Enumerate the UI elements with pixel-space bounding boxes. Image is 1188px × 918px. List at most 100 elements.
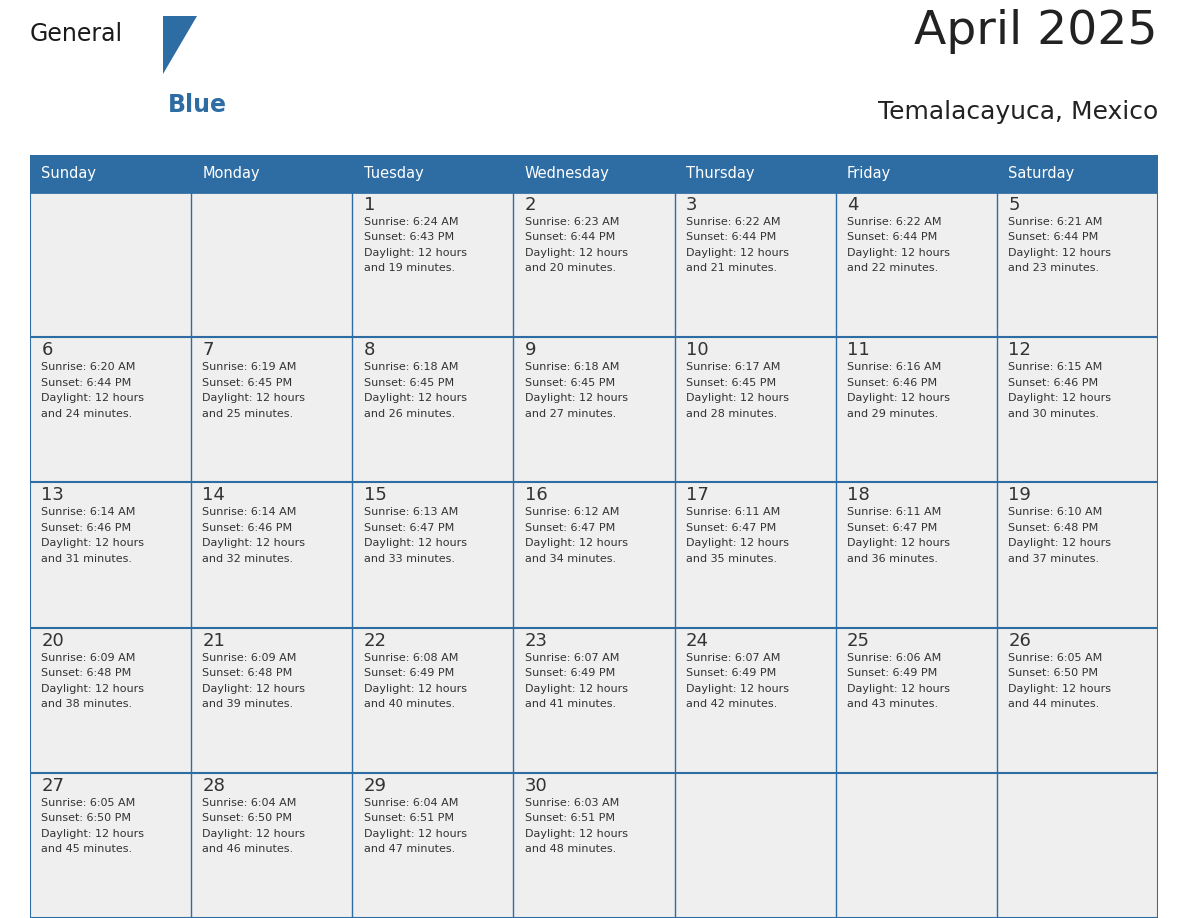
Text: 5: 5 [1009,196,1019,214]
Text: Daylight: 12 hours: Daylight: 12 hours [42,538,144,548]
Text: Sunset: 6:45 PM: Sunset: 6:45 PM [364,377,454,387]
Text: and 22 minutes.: and 22 minutes. [847,263,939,274]
Text: Daylight: 12 hours: Daylight: 12 hours [847,248,950,258]
Text: 12: 12 [1009,341,1031,359]
Text: and 48 minutes.: and 48 minutes. [525,845,615,855]
Text: Daylight: 12 hours: Daylight: 12 hours [525,393,627,403]
Text: and 35 minutes.: and 35 minutes. [685,554,777,564]
Text: Sunrise: 6:18 AM: Sunrise: 6:18 AM [525,363,619,372]
Text: Daylight: 12 hours: Daylight: 12 hours [42,393,144,403]
Text: and 37 minutes.: and 37 minutes. [1009,554,1099,564]
Text: and 20 minutes.: and 20 minutes. [525,263,615,274]
Bar [353,628,513,773]
Text: Daylight: 12 hours: Daylight: 12 hours [202,829,305,839]
Bar [835,628,997,773]
Text: Sunset: 6:46 PM: Sunset: 6:46 PM [202,523,292,533]
Text: Sunset: 6:49 PM: Sunset: 6:49 PM [364,668,454,678]
Text: and 27 minutes.: and 27 minutes. [525,409,615,419]
Text: Sunrise: 6:23 AM: Sunrise: 6:23 AM [525,217,619,227]
Bar [513,482,675,628]
Text: 3: 3 [685,196,697,214]
Text: and 29 minutes.: and 29 minutes. [847,409,939,419]
Text: and 33 minutes.: and 33 minutes. [364,554,455,564]
Text: 10: 10 [685,341,708,359]
Text: Sunset: 6:45 PM: Sunset: 6:45 PM [525,377,615,387]
Text: 7: 7 [202,341,214,359]
Text: 25: 25 [847,632,870,650]
Text: Daylight: 12 hours: Daylight: 12 hours [202,538,305,548]
Bar [191,155,353,192]
Text: 19: 19 [1009,487,1031,504]
Text: Daylight: 12 hours: Daylight: 12 hours [1009,684,1111,694]
Text: Daylight: 12 hours: Daylight: 12 hours [525,684,627,694]
Text: Sunset: 6:47 PM: Sunset: 6:47 PM [364,523,454,533]
Text: Sunrise: 6:14 AM: Sunrise: 6:14 AM [42,508,135,518]
Bar [191,337,353,482]
Text: 15: 15 [364,487,386,504]
Bar [353,155,513,192]
Text: Daylight: 12 hours: Daylight: 12 hours [525,829,627,839]
Bar [675,192,835,337]
Text: Sunday: Sunday [42,166,96,181]
Bar [513,773,675,918]
Text: and 21 minutes.: and 21 minutes. [685,263,777,274]
Text: Sunset: 6:50 PM: Sunset: 6:50 PM [1009,668,1098,678]
Text: 2: 2 [525,196,536,214]
Text: Daylight: 12 hours: Daylight: 12 hours [42,829,144,839]
Text: Sunrise: 6:08 AM: Sunrise: 6:08 AM [364,653,457,663]
Bar [997,482,1158,628]
Text: and 40 minutes.: and 40 minutes. [364,700,455,709]
Text: Sunrise: 6:13 AM: Sunrise: 6:13 AM [364,508,457,518]
Text: and 39 minutes.: and 39 minutes. [202,700,293,709]
Text: Sunset: 6:46 PM: Sunset: 6:46 PM [1009,377,1098,387]
Text: Sunset: 6:46 PM: Sunset: 6:46 PM [847,377,937,387]
Bar [835,192,997,337]
Bar [997,192,1158,337]
Text: and 42 minutes.: and 42 minutes. [685,700,777,709]
Text: and 36 minutes.: and 36 minutes. [847,554,939,564]
Text: 6: 6 [42,341,52,359]
Bar [30,628,191,773]
Text: Sunset: 6:49 PM: Sunset: 6:49 PM [685,668,776,678]
Text: Daylight: 12 hours: Daylight: 12 hours [847,684,950,694]
Text: Sunrise: 6:22 AM: Sunrise: 6:22 AM [847,217,942,227]
Text: Sunset: 6:48 PM: Sunset: 6:48 PM [202,668,292,678]
Bar [835,773,997,918]
Text: Sunset: 6:44 PM: Sunset: 6:44 PM [525,232,615,242]
Bar [675,482,835,628]
Text: Daylight: 12 hours: Daylight: 12 hours [364,684,467,694]
Text: Daylight: 12 hours: Daylight: 12 hours [1009,393,1111,403]
Text: and 47 minutes.: and 47 minutes. [364,845,455,855]
Text: Sunset: 6:51 PM: Sunset: 6:51 PM [525,813,614,823]
Text: Monday: Monday [202,166,260,181]
Text: Sunrise: 6:04 AM: Sunrise: 6:04 AM [202,798,297,808]
Text: Sunrise: 6:05 AM: Sunrise: 6:05 AM [1009,653,1102,663]
Text: and 32 minutes.: and 32 minutes. [202,554,293,564]
Text: 4: 4 [847,196,859,214]
Text: Sunrise: 6:07 AM: Sunrise: 6:07 AM [525,653,619,663]
Text: Sunrise: 6:19 AM: Sunrise: 6:19 AM [202,363,297,372]
Text: Sunset: 6:43 PM: Sunset: 6:43 PM [364,232,454,242]
Text: Daylight: 12 hours: Daylight: 12 hours [685,248,789,258]
Bar [513,337,675,482]
Text: Blue: Blue [168,94,227,118]
Bar [353,482,513,628]
Text: 23: 23 [525,632,548,650]
Text: 14: 14 [202,487,226,504]
Text: Sunset: 6:47 PM: Sunset: 6:47 PM [847,523,937,533]
Text: Sunrise: 6:18 AM: Sunrise: 6:18 AM [364,363,457,372]
Polygon shape [163,16,197,74]
Text: and 31 minutes.: and 31 minutes. [42,554,132,564]
Text: Sunrise: 6:17 AM: Sunrise: 6:17 AM [685,363,781,372]
Bar [353,773,513,918]
Text: Daylight: 12 hours: Daylight: 12 hours [525,248,627,258]
Text: Sunset: 6:51 PM: Sunset: 6:51 PM [364,813,454,823]
Text: 28: 28 [202,777,226,795]
Text: Sunrise: 6:11 AM: Sunrise: 6:11 AM [685,508,781,518]
Text: Sunset: 6:49 PM: Sunset: 6:49 PM [847,668,937,678]
Text: Sunrise: 6:16 AM: Sunrise: 6:16 AM [847,363,941,372]
Text: Daylight: 12 hours: Daylight: 12 hours [364,393,467,403]
Text: Sunset: 6:47 PM: Sunset: 6:47 PM [685,523,776,533]
Text: 26: 26 [1009,632,1031,650]
Text: 22: 22 [364,632,386,650]
